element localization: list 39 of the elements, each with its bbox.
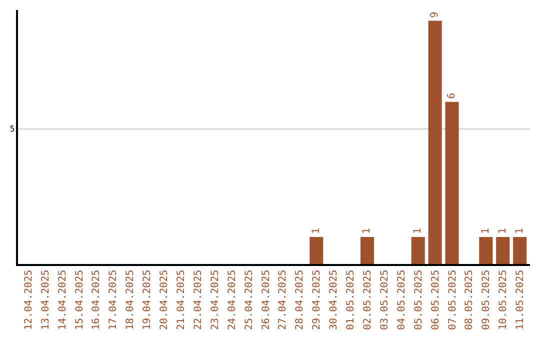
data-label: 1 <box>310 228 322 234</box>
x-tick-label: 30.04.2025 <box>328 270 340 330</box>
x-tick-label: 18.04.2025 <box>125 270 136 330</box>
x-tick-label: 26.04.2025 <box>260 270 272 330</box>
x-tick-label: 14.04.2025 <box>57 270 68 330</box>
x-tick-label: 17.04.2025 <box>108 270 120 330</box>
data-label: 1 <box>480 228 492 234</box>
x-tick-label: 02.05.2025 <box>362 270 374 330</box>
x-tick-label: 20.04.2025 <box>159 270 170 330</box>
x-tick-label: 19.04.2025 <box>142 270 154 330</box>
x-tick-label: 12.04.2025 <box>23 270 34 330</box>
x-tick-label: 09.05.2025 <box>481 270 492 330</box>
x-tick-label: 15.04.2025 <box>74 270 86 330</box>
x-tick-label: 29.04.2025 <box>312 270 323 330</box>
data-label: 1 <box>497 228 508 234</box>
y-tick-label: 5 <box>10 124 15 134</box>
x-tick-label: 22.04.2025 <box>192 270 204 330</box>
x-tick-label: 21.04.2025 <box>176 270 187 330</box>
x-tick-label: 11.05.2025 <box>515 270 526 330</box>
x-tick-label: 01.05.2025 <box>346 270 357 330</box>
x-tick-label: 03.05.2025 <box>379 270 390 330</box>
x-tick-label: 28.04.2025 <box>294 270 306 330</box>
x-tick-label: 05.05.2025 <box>413 270 424 330</box>
x-tick-label: 24.04.2025 <box>226 270 238 330</box>
data-label: 9 <box>430 12 441 18</box>
x-tick-label: 04.05.2025 <box>396 270 408 330</box>
data-label: 1 <box>362 228 373 234</box>
x-tick-label: 08.05.2025 <box>464 270 476 330</box>
x-tick-label: 27.04.2025 <box>278 270 289 330</box>
data-label: 1 <box>514 228 526 234</box>
x-tick-label: 07.05.2025 <box>447 270 458 330</box>
data-label: 6 <box>446 92 458 99</box>
data-label: 1 <box>412 228 424 234</box>
x-tick-label: 25.04.2025 <box>244 270 255 330</box>
x-tick-label: 10.05.2025 <box>498 270 510 330</box>
x-tick-label: 16.04.2025 <box>91 270 102 330</box>
x-tick-label: 06.05.2025 <box>430 270 442 330</box>
x-tick-label: 13.04.2025 <box>40 270 52 330</box>
x-tick-label: 23.04.2025 <box>210 270 221 330</box>
